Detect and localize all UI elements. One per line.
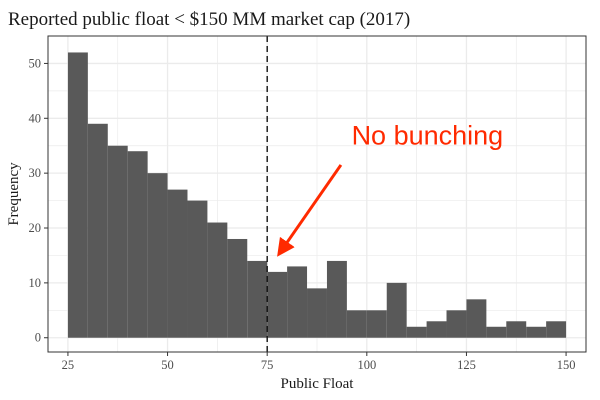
histogram-bar — [406, 326, 427, 338]
y-tick-label: 50 — [29, 56, 42, 70]
histogram-bar — [346, 310, 367, 338]
histogram-bar — [107, 145, 128, 338]
histogram-bar — [247, 260, 268, 338]
x-tick-label: 50 — [161, 358, 174, 372]
histogram-bar — [326, 260, 347, 338]
histogram-bar — [366, 310, 387, 338]
panel-border — [47, 35, 587, 353]
histogram-bar — [187, 200, 208, 338]
annotation-arrow — [277, 164, 343, 257]
histogram-bar — [127, 151, 148, 338]
histogram-bar — [287, 266, 308, 338]
histogram-bar — [167, 189, 188, 338]
histogram-bar — [227, 238, 248, 338]
annotation-layer: No bunching — [277, 121, 504, 257]
y-tick-label: 10 — [29, 276, 42, 290]
x-tick-label: 75 — [261, 358, 274, 372]
histogram-bar — [207, 222, 228, 338]
histogram-bar — [446, 310, 467, 338]
histogram-bar — [307, 288, 327, 338]
y-tick-label: 0 — [35, 331, 41, 345]
x-tick-label: 100 — [357, 358, 376, 372]
histogram-bar — [546, 321, 567, 338]
annotation-text: No bunching — [352, 121, 504, 151]
x-axis-title: Public Float — [281, 376, 355, 392]
histogram-bar — [87, 123, 108, 338]
y-axis: 0 10 20 30 40 50 — [29, 56, 48, 345]
chart-title: Reported public float < $150 MM market c… — [8, 9, 410, 30]
y-tick-label: 30 — [29, 166, 42, 180]
x-tick-label: 150 — [557, 358, 576, 372]
x-tick-label: 125 — [457, 358, 476, 372]
histogram-bar — [426, 321, 447, 338]
x-axis: 25 50 75 100 125 150 — [62, 352, 576, 372]
histogram-bar — [466, 299, 487, 338]
y-tick-label: 20 — [29, 221, 42, 235]
y-axis-title: Frequency — [6, 162, 22, 226]
histogram-bar — [526, 326, 547, 338]
histogram-bar — [67, 52, 88, 338]
histogram-bar — [147, 173, 168, 338]
y-tick-label: 40 — [29, 111, 42, 125]
bars-layer — [67, 52, 567, 338]
histogram-bar — [267, 271, 288, 338]
histogram-bar — [386, 282, 407, 338]
x-tick-label: 25 — [62, 358, 75, 372]
histogram-bar — [486, 326, 507, 338]
histogram-bar — [506, 321, 527, 338]
